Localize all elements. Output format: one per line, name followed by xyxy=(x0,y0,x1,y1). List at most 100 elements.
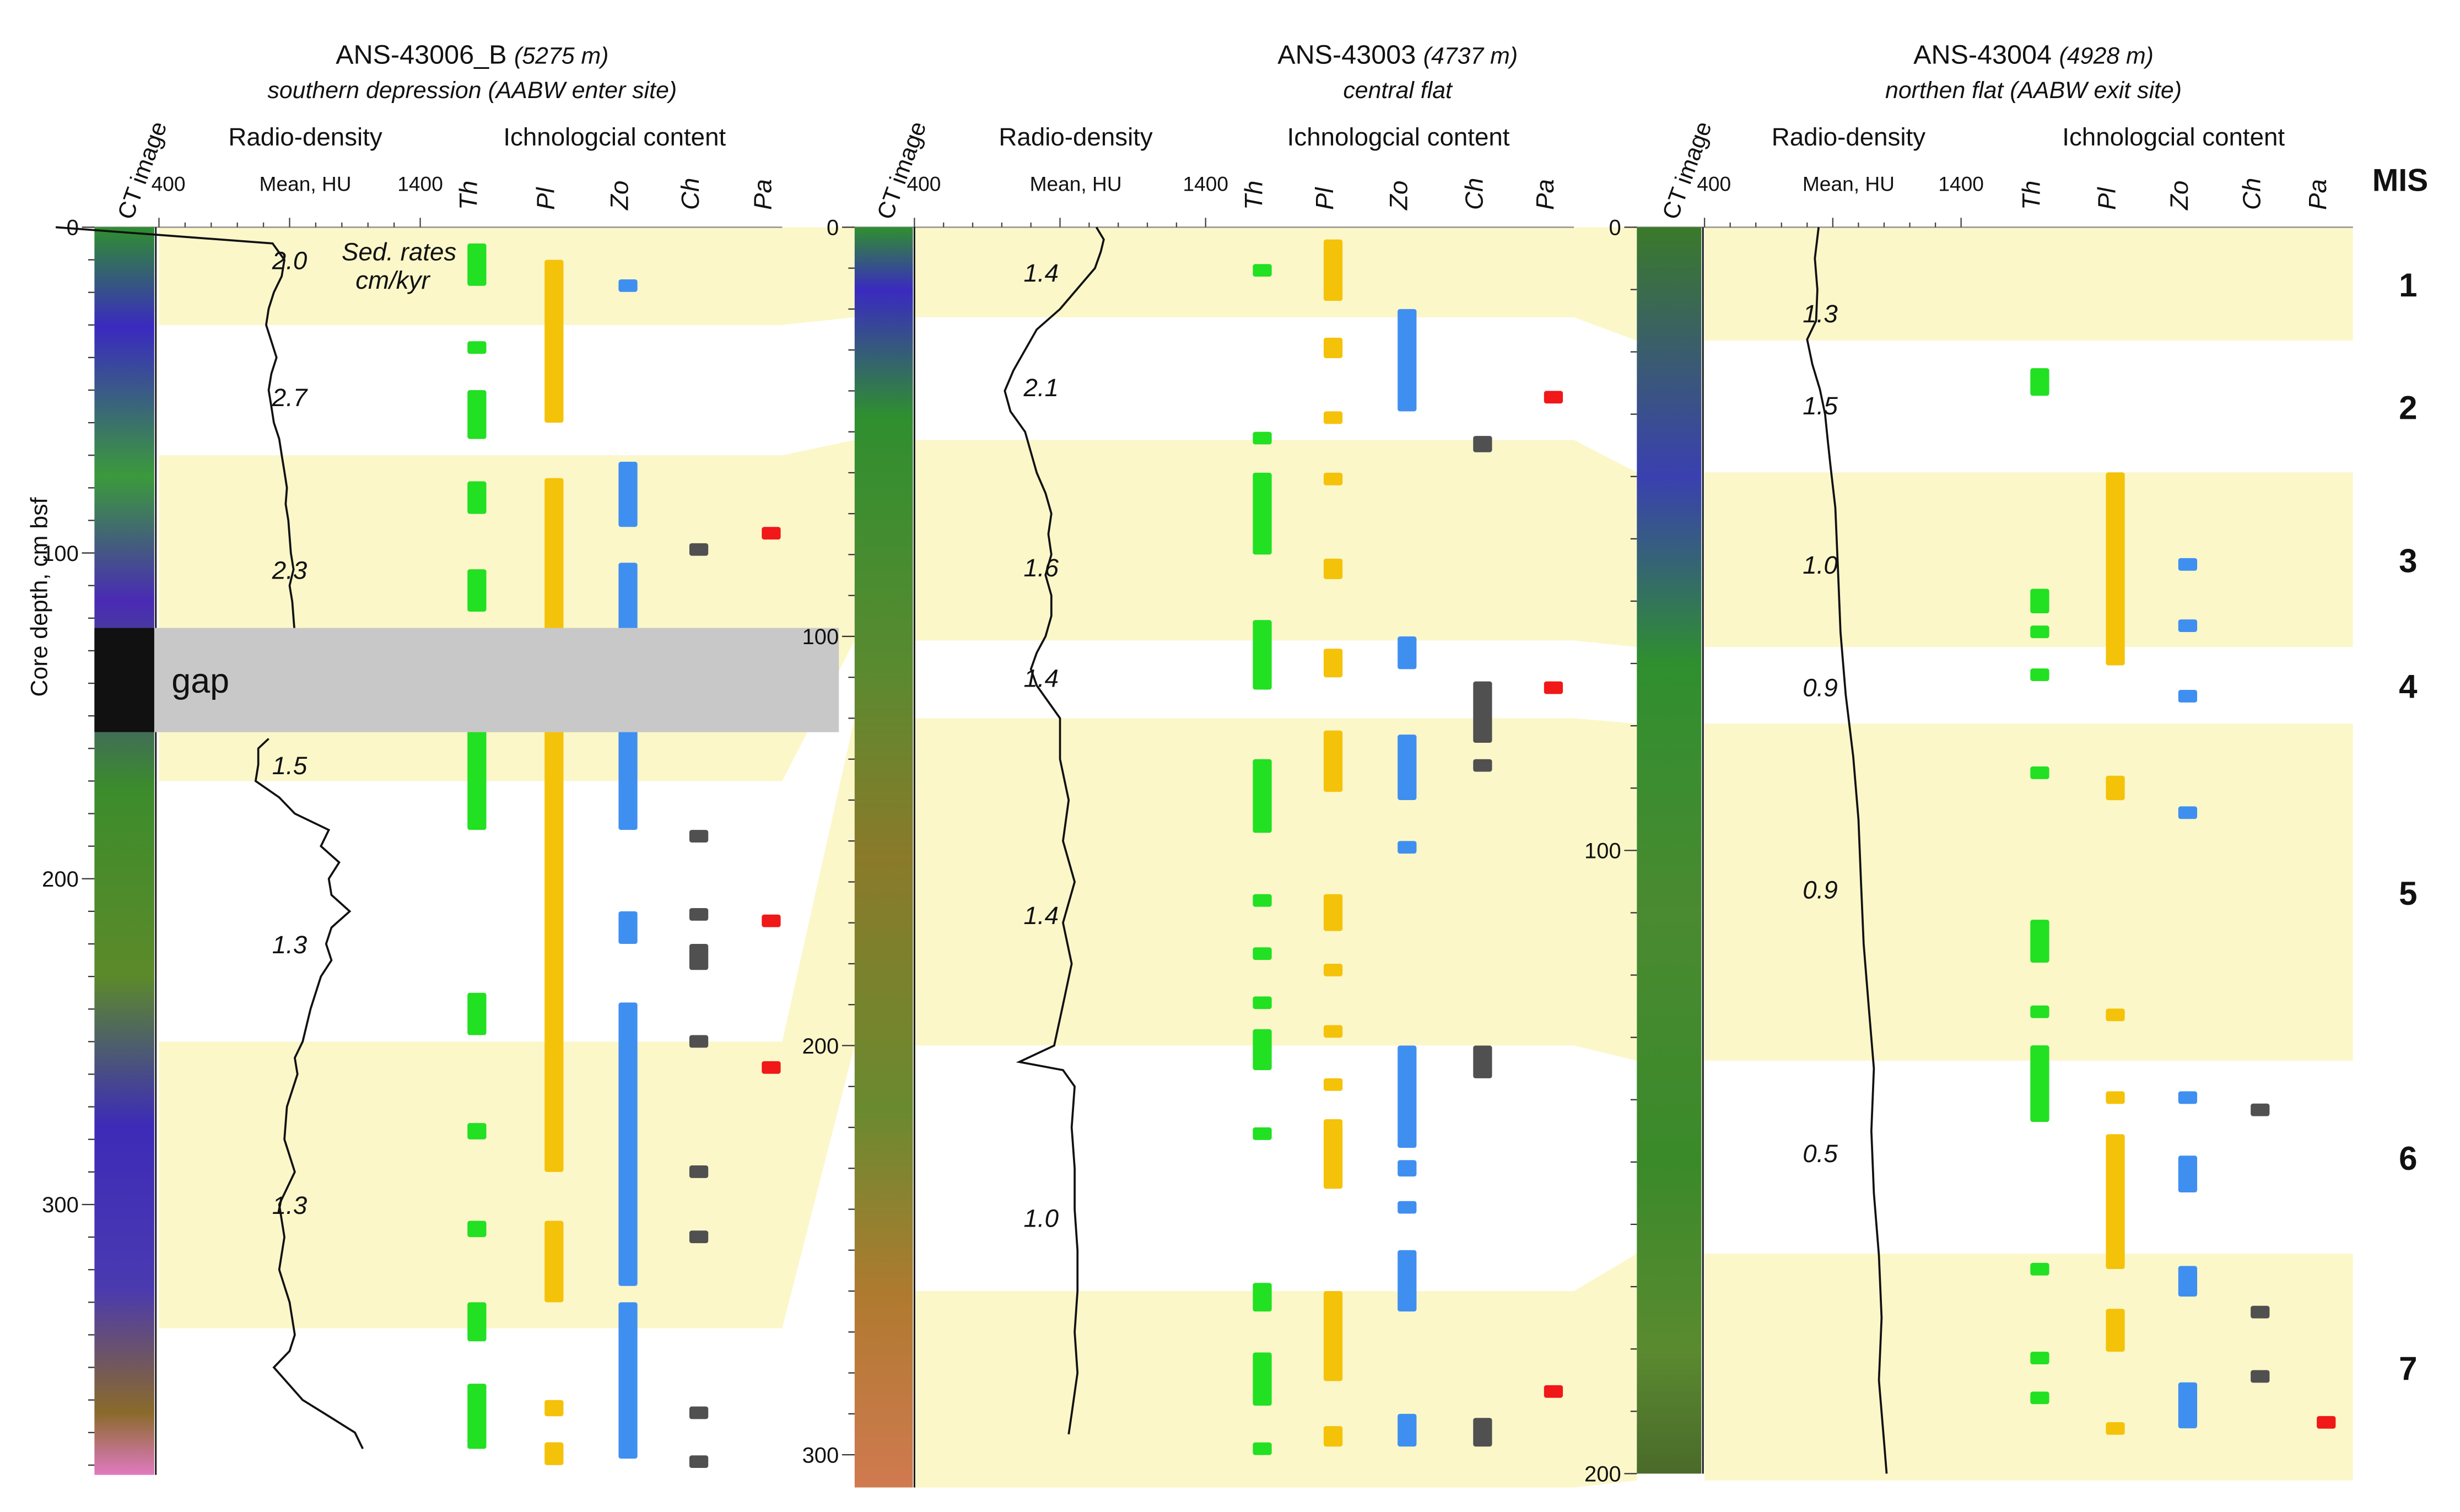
ichno-mark-Th xyxy=(467,1384,487,1449)
ichno-mark-Ch xyxy=(689,543,709,556)
ichno-mark-Pl xyxy=(1323,337,1343,358)
ichno-mark-Th xyxy=(467,1123,487,1140)
ichno-mark-Pl xyxy=(1323,730,1343,792)
core-setting: southern depression (AABW enter site) xyxy=(267,77,677,104)
ichnological-content-title: Ichnologcial content xyxy=(2062,123,2285,151)
ichno-mark-Zo xyxy=(1398,309,1417,412)
ichno-mark-Th xyxy=(1253,759,1272,833)
ichno-mark-Ch xyxy=(2251,1305,2270,1319)
sed-rate-label: 1.0 xyxy=(1803,551,1838,579)
ichno-mark-Pl xyxy=(1323,894,1343,931)
ichno-mark-Pl xyxy=(1323,472,1343,485)
ichno-mark-Zo xyxy=(2178,1091,2198,1104)
ichno-mark-Th xyxy=(2030,368,2049,396)
ichno-mark-Zo xyxy=(1398,735,1417,800)
mis-band-2-1 xyxy=(914,227,1574,317)
ichno-mark-Th xyxy=(2030,625,2049,639)
density-axis-label: Mean, HU xyxy=(1030,172,1122,196)
sed-rate-label: 1.5 xyxy=(272,752,308,780)
ichno-mark-Th xyxy=(2030,588,2049,614)
sed-rate-label: 2.7 xyxy=(272,384,308,412)
ichno-mark-Ch xyxy=(689,1230,709,1244)
sed-rate-label: 1.3 xyxy=(272,931,308,959)
depth-tick-label: 100 xyxy=(1584,839,1621,863)
density-axis-label: Mean, HU xyxy=(1803,172,1895,196)
ichno-mark-Zo xyxy=(618,462,638,527)
ichno-header-Zo: Zo xyxy=(2165,181,2193,210)
mis-band-2-7 xyxy=(914,1291,1574,1488)
mis-connectors xyxy=(782,227,1637,1488)
ichno-mark-Zo xyxy=(1398,1201,1417,1214)
core-name: ANS-43003 xyxy=(1277,40,1423,69)
ichno-mark-Pl xyxy=(544,1442,564,1465)
ichno-mark-Pl xyxy=(1323,1025,1343,1038)
ichno-header-Th: Th xyxy=(1240,181,1268,210)
ichno-mark-Pa xyxy=(2317,1416,2336,1429)
depth-tick-label: 0 xyxy=(1609,216,1621,240)
depth-tick-label: 300 xyxy=(802,1443,839,1467)
ichno-mark-Th xyxy=(2030,1352,2049,1365)
ichno-mark-Th xyxy=(467,1221,487,1238)
ichno-mark-Th xyxy=(1253,1127,1272,1140)
ichno-mark-Th xyxy=(1253,264,1272,277)
ichno-header-Zo: Zo xyxy=(1384,181,1412,210)
ichno-mark-Th xyxy=(1253,996,1272,1009)
ichno-mark-Zo xyxy=(618,1002,638,1286)
ichno-mark-Pl xyxy=(1323,963,1343,976)
depth-tick-label: 200 xyxy=(1584,1462,1621,1487)
density-axis-min: 400 xyxy=(1697,172,1731,196)
mis-label-2: 2 xyxy=(2399,390,2417,426)
ichno-mark-Th xyxy=(1253,620,1272,690)
ichno-mark-Th xyxy=(1253,1283,1272,1312)
ichno-mark-Th xyxy=(2030,1262,2049,1276)
sed-rate-label: 2.3 xyxy=(272,556,308,584)
mis-labels: MIS 1 2 3 4 5 6 7 xyxy=(2372,163,2429,1387)
core-setting: central flat xyxy=(1343,77,1453,104)
ichno-mark-Pa xyxy=(762,914,781,927)
mis-band-3-3 xyxy=(1704,472,2353,647)
ichno-mark-Zo xyxy=(618,725,638,830)
depth-axis-label: Core depth, cm bsf xyxy=(26,498,53,697)
ichno-mark-Th xyxy=(2030,1045,2049,1122)
core-title: ANS-43004 (4928 m) xyxy=(1913,40,2154,69)
ichno-mark-Pl xyxy=(544,725,564,1172)
sed-rates-header: Sed. rates xyxy=(342,237,456,266)
ichno-mark-Th xyxy=(2030,668,2049,681)
mis-connector xyxy=(782,227,855,325)
density-axis-min: 400 xyxy=(907,172,941,196)
mis-band-2-3 xyxy=(914,440,1574,641)
radio-density-title: Radio-density xyxy=(999,123,1153,151)
ichno-mark-Ch xyxy=(2251,1103,2270,1116)
mis-label-5: 5 xyxy=(2399,875,2417,912)
depth-tick-label: 200 xyxy=(802,1034,839,1059)
ichno-mark-Zo xyxy=(1398,841,1417,854)
ichno-mark-Pl xyxy=(2106,1309,2125,1352)
mis-header: MIS xyxy=(2372,163,2429,198)
ichnological-content-title: Ichnologcial content xyxy=(503,123,726,151)
depth-tick-label: 300 xyxy=(42,1193,79,1217)
sed-rate-label: 1.3 xyxy=(1803,300,1838,328)
ichno-mark-Th xyxy=(1253,894,1272,907)
sed-rate-label: 0.5 xyxy=(1803,1140,1838,1168)
ichno-mark-Pl xyxy=(544,1221,564,1303)
density-axis-max: 1400 xyxy=(1183,172,1228,196)
mis-band-1-5 xyxy=(159,1041,783,1329)
ichno-mark-Th xyxy=(1253,472,1272,555)
ct-image-label: CT image xyxy=(872,118,931,223)
ichno-mark-Zo xyxy=(2178,558,2198,571)
ichno-mark-Pl xyxy=(1323,649,1343,678)
density-curve xyxy=(254,738,364,1450)
mis-connector xyxy=(782,718,855,1329)
sed-rate-label: 1.4 xyxy=(1024,664,1059,692)
core-water-depth: (4737 m) xyxy=(1423,42,1518,69)
ichno-mark-Zo xyxy=(1398,1045,1417,1148)
ichno-mark-Pl xyxy=(2106,1091,2125,1104)
ichno-mark-Pl xyxy=(2106,775,2125,801)
ichno-mark-Th xyxy=(467,569,487,612)
ichno-header-Th: Th xyxy=(2017,181,2045,210)
ichno-mark-Zo xyxy=(618,1302,638,1459)
ct-image xyxy=(94,227,154,1475)
gap-label: gap xyxy=(171,662,229,700)
ichno-mark-Ch xyxy=(689,1165,709,1178)
ichno-mark-Zo xyxy=(618,563,638,635)
